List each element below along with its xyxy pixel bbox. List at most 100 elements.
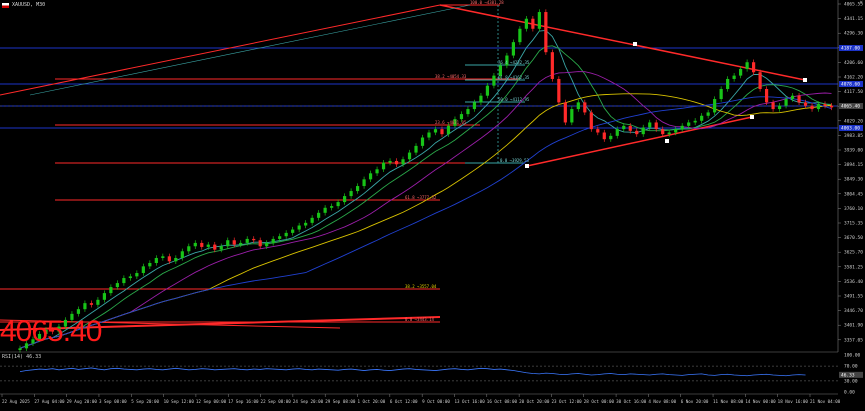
time-tick-label: 24 Sep 20:00 xyxy=(293,399,324,404)
candle-body xyxy=(433,129,438,133)
candle-body xyxy=(440,129,444,135)
price-tick-label: 4206.60 xyxy=(844,60,863,66)
support-line[interactable] xyxy=(0,316,441,331)
candle-body xyxy=(466,109,470,115)
price-tick-label: 3625.70 xyxy=(844,250,863,256)
time-tick-label: 14 Nov 00:00 xyxy=(745,399,776,404)
support-line[interactable] xyxy=(0,319,341,329)
candle-body xyxy=(239,242,243,245)
candle-body xyxy=(667,132,671,135)
time-tick-label: 22 Sep 08:00 xyxy=(261,399,292,404)
candle-body xyxy=(381,162,386,170)
candle-body xyxy=(777,105,782,110)
price-tick-label: 4065.55 xyxy=(844,2,863,8)
candle-body xyxy=(265,242,269,247)
price-axis: 4065.554341.154296.304251.454206.604162.… xyxy=(837,0,863,352)
price-tick-label: 3446.70 xyxy=(844,308,863,314)
candle-body xyxy=(472,102,477,110)
time-tick-label: 22 Aug 2025 xyxy=(2,399,30,404)
candle-body xyxy=(89,303,94,305)
candle-body xyxy=(752,62,756,73)
candle-body xyxy=(50,329,55,332)
candle-body xyxy=(18,348,22,350)
candle-body xyxy=(557,78,561,103)
candle-body xyxy=(355,186,360,192)
time-tick-label: 18 Nov 16:00 xyxy=(778,399,809,404)
candle-body xyxy=(492,75,496,86)
candle-body xyxy=(284,232,288,237)
time-tick-label: 29 Aug 20:00 xyxy=(67,399,98,404)
candle-body xyxy=(674,129,678,133)
triangle-upper-line[interactable] xyxy=(439,4,806,81)
candle-body xyxy=(550,52,554,79)
candle-body xyxy=(537,12,541,29)
trendline-anchor[interactable] xyxy=(803,78,807,82)
time-tick-label: 20 Oct 20:00 xyxy=(519,399,550,404)
candle-body xyxy=(57,326,61,332)
candle-body xyxy=(258,240,262,247)
price-tick-label: 4341.15 xyxy=(844,16,863,22)
symbol-header: XAUUSD, M30 xyxy=(0,0,45,10)
price-marker xyxy=(839,81,863,87)
price-tick-label: 3983.85 xyxy=(844,133,863,139)
time-tick-label: 23 Oct 12:00 xyxy=(551,399,582,404)
triangle-lower-line[interactable] xyxy=(526,116,753,167)
close-icon[interactable]: × xyxy=(859,0,863,6)
candle-body xyxy=(368,173,373,180)
price-tick-label: 3670.50 xyxy=(844,235,863,241)
trendline-anchor[interactable] xyxy=(525,164,529,168)
fib-label: 38.2 →3557.04 xyxy=(405,284,437,289)
price-tick-label: 3491.55 xyxy=(844,294,863,300)
candle-body xyxy=(726,78,730,89)
candle-body xyxy=(635,130,639,135)
candle-body xyxy=(518,28,522,43)
candle-body xyxy=(213,244,217,250)
trendline-anchor[interactable] xyxy=(633,42,637,46)
fib-label: 76.4 →4232.35 xyxy=(498,60,530,65)
candle-body xyxy=(615,129,619,136)
price-tick-label: 3581.25 xyxy=(844,264,863,270)
candle-body xyxy=(24,343,29,349)
candle-body xyxy=(174,257,178,262)
fan-line[interactable] xyxy=(29,4,471,96)
price-tick-label: 3536.40 xyxy=(844,279,863,285)
time-tick-label: 10 Sep 12:00 xyxy=(164,399,195,404)
price-tick-label: 4162.20 xyxy=(844,75,863,81)
rsi-tick-label: 100.00 xyxy=(844,353,861,359)
candle-body xyxy=(245,238,249,243)
time-tick-label: 28 Oct 00:00 xyxy=(584,399,615,404)
trendlines[interactable] xyxy=(0,4,807,331)
trendline-anchor[interactable] xyxy=(750,115,754,119)
time-tick-label: 16 Oct 08:00 xyxy=(487,399,518,404)
candle-body xyxy=(362,179,366,187)
candle-body xyxy=(44,329,48,334)
candle-body xyxy=(291,229,295,233)
candle-body xyxy=(687,122,691,126)
fib-label: 61.8 →3777.32 xyxy=(405,195,437,200)
candle-body xyxy=(128,276,132,279)
candle-body xyxy=(609,135,613,140)
candle-body xyxy=(563,102,567,123)
price-tick-label: 3894.15 xyxy=(844,162,863,168)
candle-body xyxy=(453,119,457,126)
candle-body xyxy=(803,102,808,106)
time-tick-label: 12 Sep 00:00 xyxy=(196,399,227,404)
time-tick-label: 6 Oct 12:00 xyxy=(390,399,418,404)
price-tick-label: 3849.30 xyxy=(844,177,863,183)
candle-body xyxy=(154,257,158,263)
trendline[interactable] xyxy=(0,4,441,96)
rsi-marker-label: 46.33 xyxy=(841,372,855,378)
price-marker xyxy=(839,125,863,131)
candle-body xyxy=(141,266,145,274)
candle-body xyxy=(745,62,749,69)
candle-body xyxy=(161,256,165,258)
price-tick-label: 4296.30 xyxy=(844,31,863,37)
candle-body xyxy=(115,283,119,288)
trendline-anchor[interactable] xyxy=(665,139,669,143)
candle-body xyxy=(226,240,230,247)
candle-body xyxy=(200,242,204,247)
candles xyxy=(18,9,834,353)
